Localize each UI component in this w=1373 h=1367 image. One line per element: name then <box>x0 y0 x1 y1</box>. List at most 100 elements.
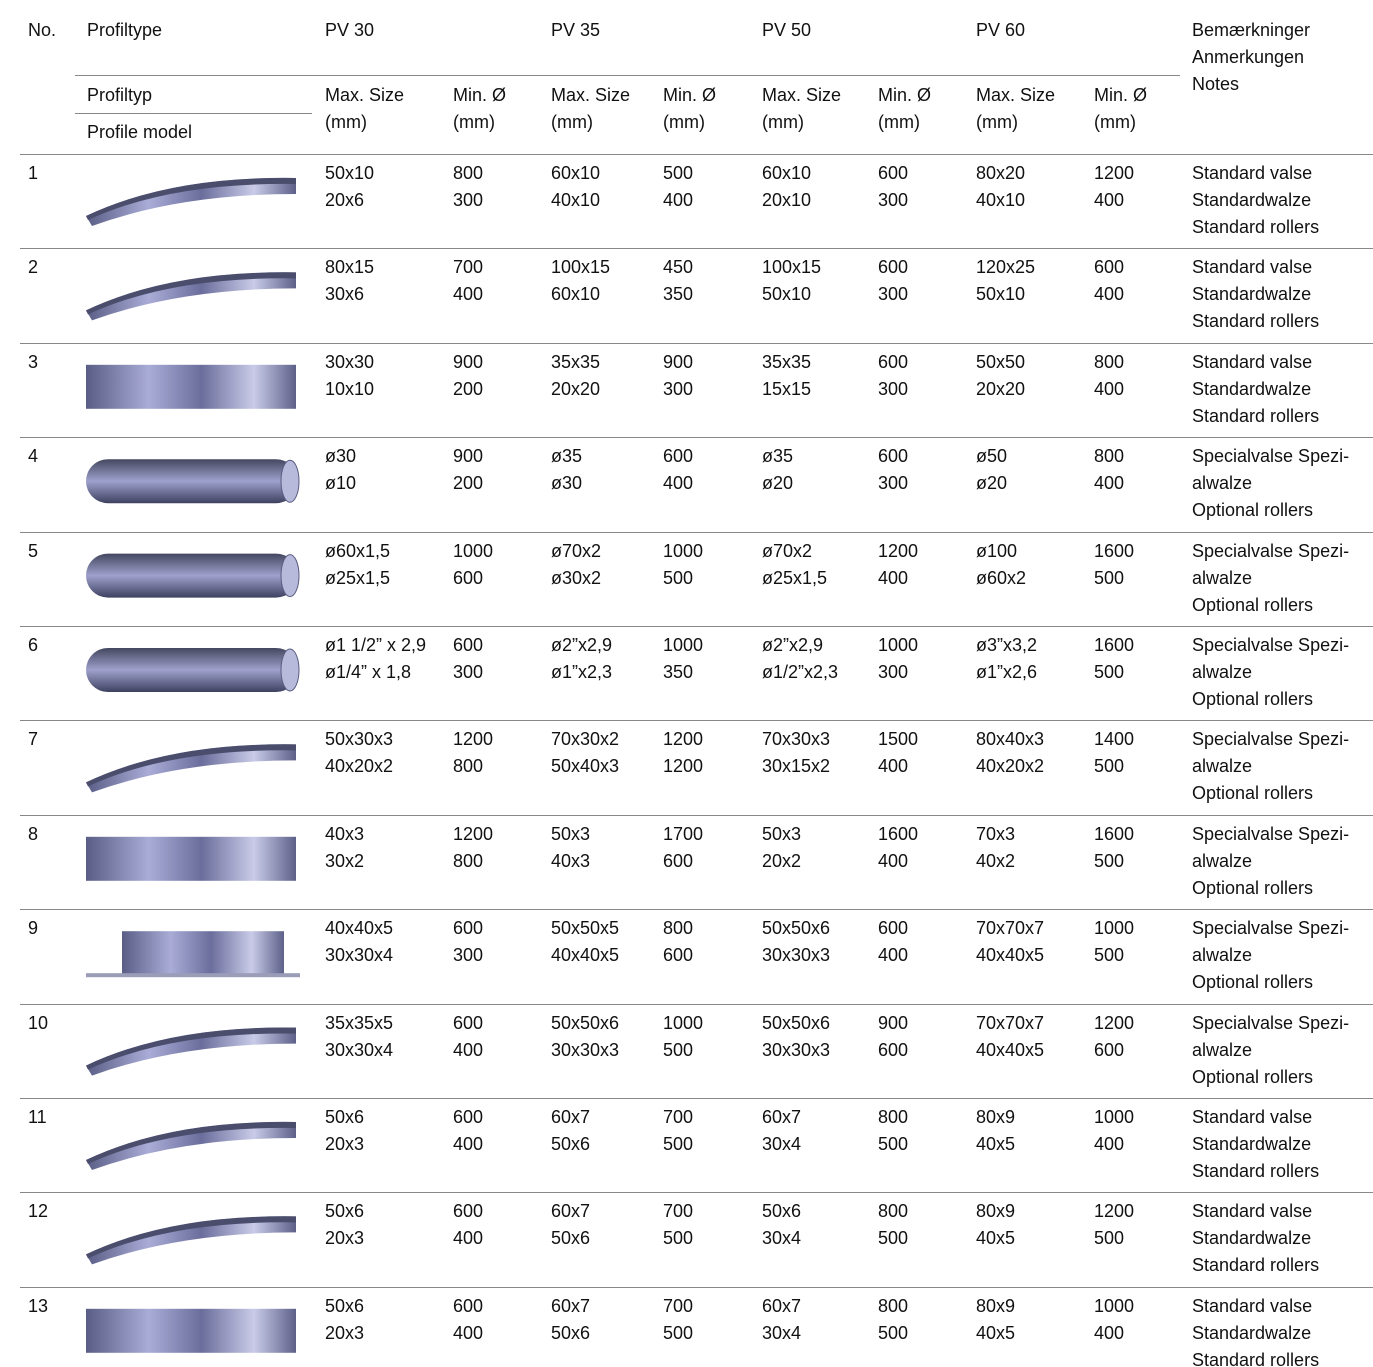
size-value: 800 <box>453 756 484 777</box>
column-header: Max. Size <box>976 85 1056 105</box>
rule <box>75 75 1180 76</box>
size-value: 20x3 <box>325 1134 365 1154</box>
rule <box>20 1287 1373 1288</box>
note: Specialvalse Spezi- <box>1192 823 1350 844</box>
size-value: 20x20 <box>976 378 1026 399</box>
size-value: 600 <box>878 163 909 183</box>
size-value: 500 <box>1094 945 1125 966</box>
profile-shape <box>86 1121 296 1164</box>
size-value: 400 <box>663 190 694 210</box>
size-value: 400 <box>1094 473 1125 494</box>
size-value: 600 <box>453 567 484 588</box>
size-value: 800 <box>878 1107 909 1127</box>
size-value: 50x6 <box>551 1228 591 1249</box>
profile-shape <box>86 973 300 978</box>
size-value: 400 <box>878 567 909 588</box>
note: Standard valse <box>1192 1201 1313 1222</box>
size-value: 35x35x5 <box>325 1012 394 1033</box>
size-value: 50x6 <box>325 1201 365 1222</box>
column-header: Min. Ø <box>453 85 507 105</box>
row-number: 10 <box>28 1012 49 1033</box>
size-value: 500 <box>1094 662 1125 682</box>
header-cell: Profile model <box>87 122 193 142</box>
note: Optional rollers <box>1192 1066 1314 1087</box>
size-value: 20x2 <box>762 850 802 871</box>
rule <box>20 626 1373 627</box>
size-value: 70x3 <box>976 823 1016 844</box>
size-value: 50x10 <box>976 284 1026 305</box>
note: Specialvalse Spezi- <box>1192 918 1350 939</box>
rule <box>20 532 1373 533</box>
size-value: 40x20x2 <box>976 756 1045 777</box>
column-unit: (mm) <box>325 112 367 132</box>
size-value: 1000 <box>1094 1107 1135 1127</box>
size-value: 50x6 <box>551 1134 591 1154</box>
size-value: 50x50x6 <box>762 918 831 939</box>
row-number: 9 <box>28 918 39 939</box>
size-value: 600 <box>878 446 909 467</box>
size-value: 1200 <box>878 540 919 561</box>
size-value: 900 <box>453 351 484 372</box>
size-value: 500 <box>1094 567 1125 588</box>
size-value: ø20 <box>762 473 794 494</box>
size-value: 600 <box>453 635 484 655</box>
size-value: 500 <box>878 1228 909 1249</box>
size-value: ø3”x3,2 <box>976 635 1038 655</box>
column-unit: (mm) <box>878 112 920 132</box>
size-value: 700 <box>663 1107 694 1127</box>
size-value: 400 <box>453 1322 484 1343</box>
size-value: 50x50x5 <box>551 918 620 939</box>
rule <box>20 1098 1373 1099</box>
column-header: Min. Ø <box>878 85 932 105</box>
rule <box>20 909 1373 910</box>
notes-header: Notes <box>1192 74 1240 94</box>
size-value: 30x15x2 <box>762 756 831 777</box>
size-value: 35x35 <box>551 351 601 372</box>
size-value: ø10 <box>325 473 357 494</box>
size-value: 1000 <box>1094 1295 1135 1316</box>
size-value: 600 <box>453 1295 484 1316</box>
size-value: 120x25 <box>976 257 1036 278</box>
size-value: ø1”x2,6 <box>976 662 1038 682</box>
size-value: 700 <box>453 257 484 278</box>
size-value: 80x40x3 <box>976 729 1045 750</box>
row-number: 2 <box>28 257 39 278</box>
size-value: 800 <box>1094 351 1125 372</box>
size-value: 300 <box>878 662 909 682</box>
size-value: 50x6 <box>551 1322 591 1343</box>
size-value: 20x6 <box>325 190 365 210</box>
size-value: 40x20x2 <box>325 756 394 777</box>
note: Optional rollers <box>1192 689 1314 709</box>
note: Optional rollers <box>1192 500 1314 521</box>
size-value: 450 <box>663 257 694 278</box>
size-value: ø70x2 <box>551 540 602 561</box>
size-value: 20x3 <box>325 1228 365 1249</box>
size-value: 50x6 <box>325 1107 365 1127</box>
size-value: 500 <box>663 1322 694 1343</box>
note: alwalze <box>1192 756 1253 777</box>
size-value: ø30 <box>325 446 357 467</box>
size-value: 60x7 <box>551 1295 591 1316</box>
note: Standardwalze <box>1192 190 1312 210</box>
size-value: 50x50x6 <box>551 1012 620 1033</box>
size-value: 800 <box>453 163 484 183</box>
size-value: ø2”x2,9 <box>551 635 613 655</box>
size-value: 70x30x2 <box>551 729 620 750</box>
rule <box>20 815 1373 816</box>
size-value: 20x10 <box>762 190 812 210</box>
profile-shape <box>86 272 296 321</box>
size-value: 1600 <box>1094 823 1135 844</box>
size-value: 600 <box>453 918 484 939</box>
note: alwalze <box>1192 473 1253 494</box>
size-value: 1000 <box>663 635 704 655</box>
rule <box>20 1192 1373 1193</box>
row-number: 11 <box>28 1107 47 1127</box>
size-value: 600 <box>1094 257 1125 278</box>
size-value: 400 <box>1094 1322 1125 1343</box>
size-value: 500 <box>1094 756 1125 777</box>
note: Standardwalze <box>1192 1322 1312 1343</box>
row-number: 3 <box>28 351 39 372</box>
row-number: 4 <box>28 446 39 467</box>
